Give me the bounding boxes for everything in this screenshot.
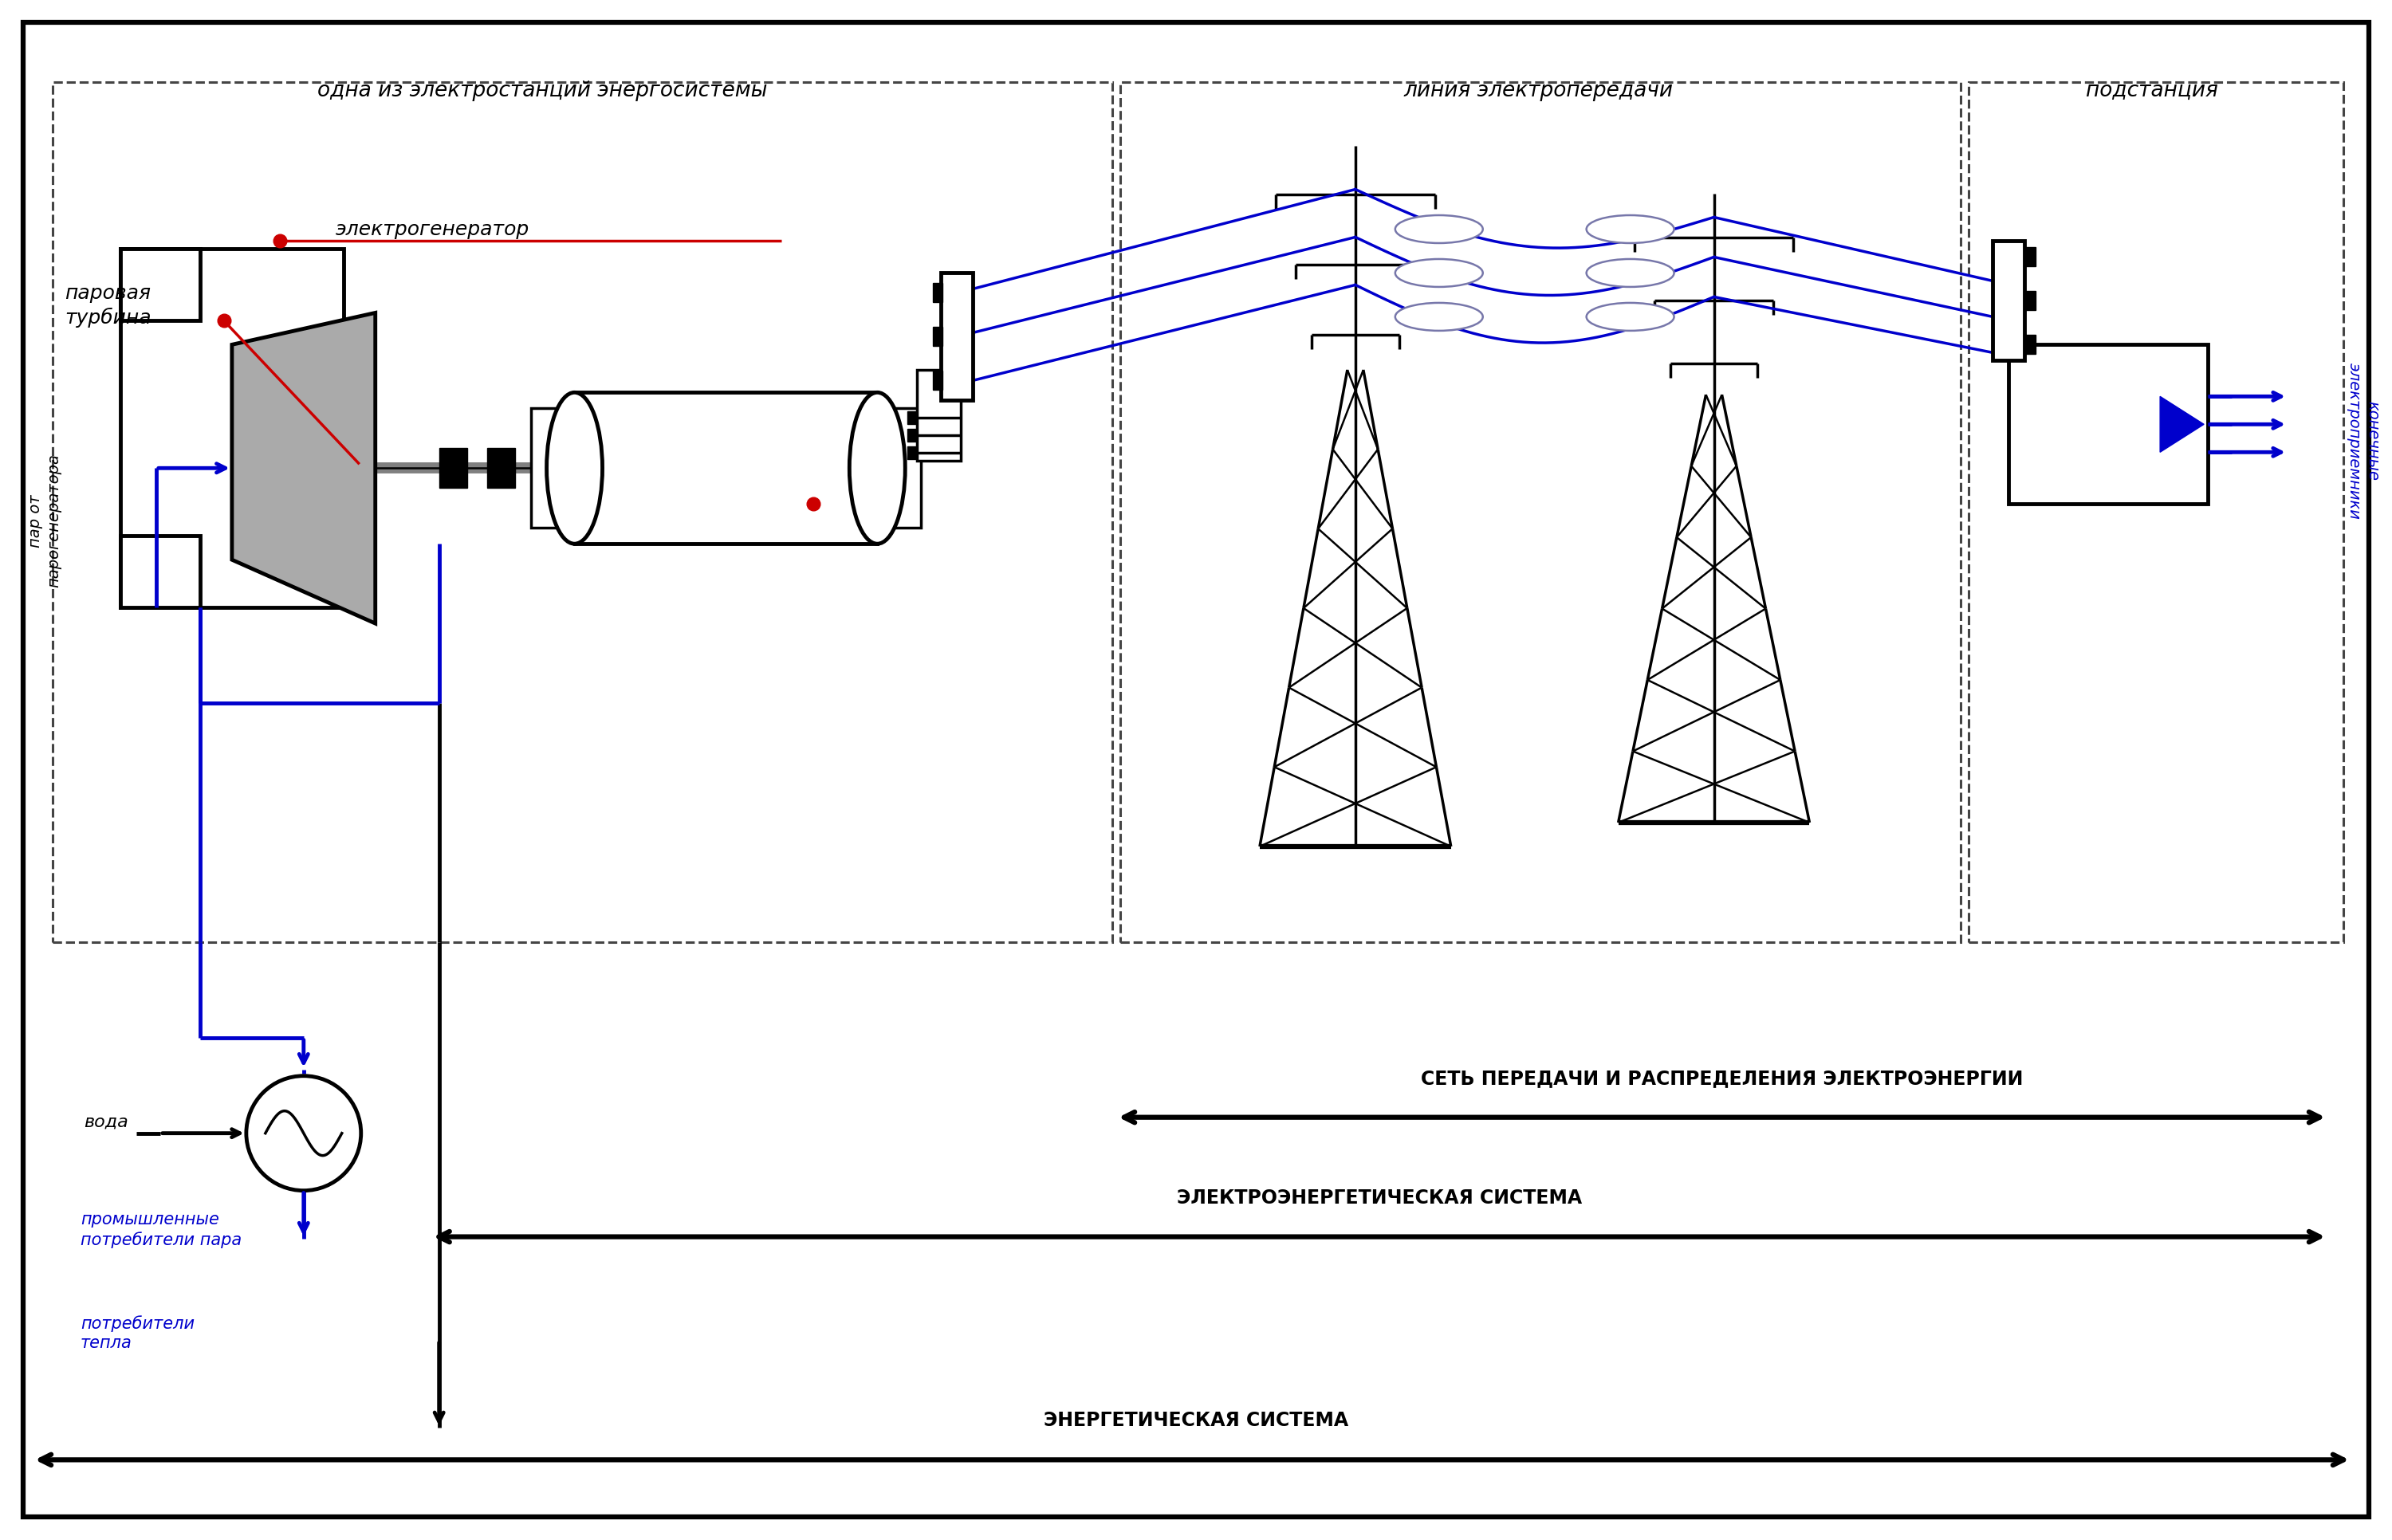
Text: электрогенератор: электрогенератор [335,220,529,239]
Bar [574,393,878,544]
Bar [907,411,916,425]
Bar [2024,248,2036,268]
Bar [2024,293,2036,311]
Bar [907,430,916,442]
Bar [878,410,921,528]
Text: ЭЛЕКТРОЭНЕРГЕТИЧЕСКАЯ СИСТЕМА: ЭЛЕКТРОЭНЕРГЕТИЧЕСКАЯ СИСТЕМА [1177,1187,1581,1207]
Bar [2024,336,2036,354]
Text: ЭНЕРГЕТИЧЕСКАЯ СИСТЕМА: ЭНЕРГЕТИЧЕСКАЯ СИСТЕМА [1043,1411,1349,1429]
Bar [120,249,344,608]
Bar [940,274,974,400]
Ellipse shape [1395,216,1483,243]
Text: линия электропередачи: линия электропередачи [1404,80,1674,102]
Bar [933,283,942,303]
Bar [933,328,942,346]
Ellipse shape [849,393,904,544]
Bar [907,447,916,459]
Polygon shape [232,314,376,624]
Bar [120,536,201,608]
Text: промышленные
потребители пара: промышленные потребители пара [81,1210,242,1247]
Text: конечные
электроприемники: конечные электроприемники [2347,362,2380,519]
Text: паровая
турбина: паровая турбина [65,283,151,328]
Text: СЕТЬ ПЕРЕДАЧИ И РАСПРЕДЕЛЕНИЯ ЭЛЕКТРОЭНЕРГИИ: СЕТЬ ПЕРЕДАЧИ И РАСПРЕДЕЛЕНИЯ ЭЛЕКТРОЭНЕ… [1421,1069,2024,1087]
Bar [53,83,1112,942]
Text: одна из электростанций энергосистемы: одна из электростанций энергосистемы [318,80,768,102]
Polygon shape [2160,397,2203,453]
Bar [2009,345,2208,505]
Bar [916,370,962,460]
Ellipse shape [548,393,603,544]
Text: пар от
парогенератора: пар от парогенератора [29,453,62,587]
Bar [1119,83,1961,942]
Text: вода: вода [84,1113,129,1129]
Ellipse shape [1586,216,1674,243]
Bar [440,448,466,488]
Text: потребители
тепла: потребители тепла [81,1314,194,1351]
Ellipse shape [1586,260,1674,288]
Ellipse shape [1586,303,1674,331]
Text: подстанция: подстанция [2086,80,2217,102]
Ellipse shape [1395,303,1483,331]
Bar [1993,242,2024,362]
Bar [1969,83,2344,942]
Bar [531,410,574,528]
Ellipse shape [1395,260,1483,288]
Circle shape [246,1076,361,1190]
Bar [120,249,201,322]
Bar [488,448,514,488]
Bar [933,371,942,391]
